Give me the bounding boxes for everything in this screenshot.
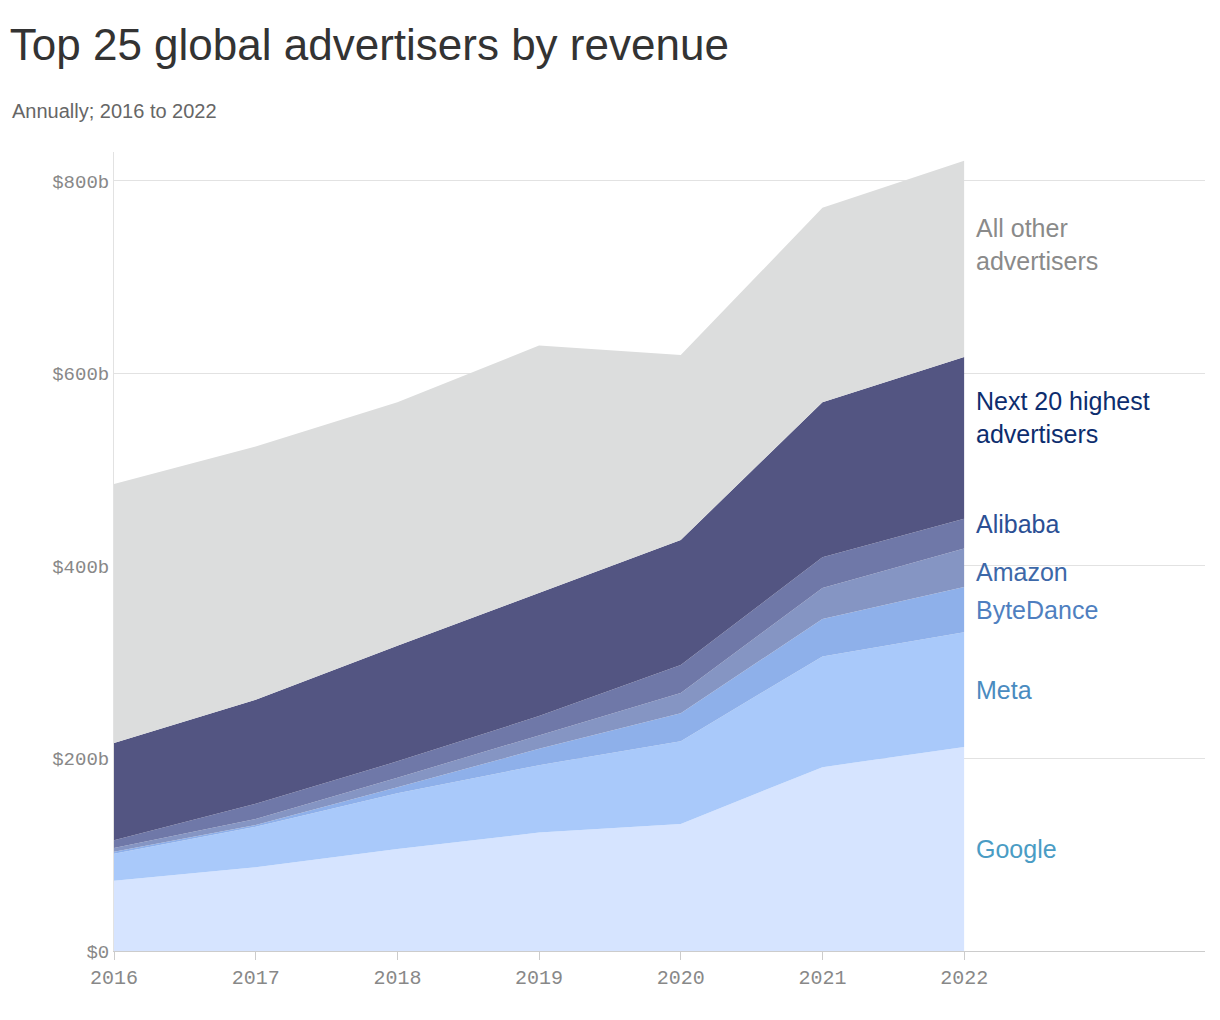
svg-text:$0: $0 (86, 942, 109, 964)
svg-text:Google: Google (976, 835, 1057, 863)
svg-text:Annually; 2016 to 2022: Annually; 2016 to 2022 (12, 100, 217, 122)
svg-text:Top 25 global advertisers by r: Top 25 global advertisers by revenue (10, 20, 729, 69)
svg-text:Meta: Meta (976, 676, 1032, 704)
svg-text:$200b: $200b (52, 749, 109, 771)
svg-text:Alibaba: Alibaba (976, 510, 1059, 538)
svg-text:$800b: $800b (52, 172, 109, 194)
svg-text:$400b: $400b (52, 557, 109, 579)
svg-text:Next 20 highestadvertisers: Next 20 highestadvertisers (976, 387, 1150, 448)
svg-text:ByteDance: ByteDance (976, 596, 1098, 624)
svg-text:2020: 2020 (657, 967, 705, 990)
svg-text:All otheradvertisers: All otheradvertisers (976, 214, 1098, 275)
svg-text:2016: 2016 (90, 967, 138, 990)
svg-text:2017: 2017 (232, 967, 280, 990)
svg-text:$600b: $600b (52, 364, 109, 386)
svg-text:2019: 2019 (515, 967, 563, 990)
svg-text:2022: 2022 (940, 967, 988, 990)
svg-text:2018: 2018 (373, 967, 421, 990)
svg-text:2021: 2021 (798, 967, 846, 990)
svg-text:Amazon: Amazon (976, 558, 1068, 586)
